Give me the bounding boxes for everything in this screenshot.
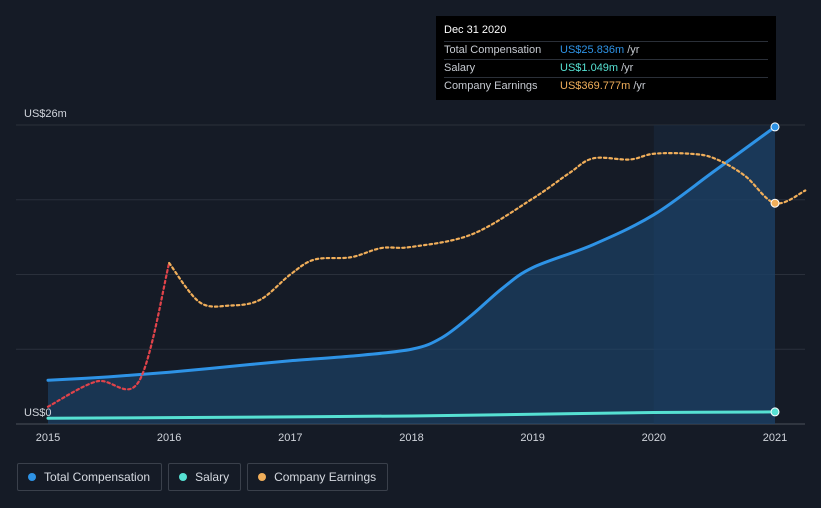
x-tick-label: 2020 (642, 432, 666, 444)
total-compensation-marker (770, 122, 780, 132)
tooltip-value: US$369.777m (560, 80, 631, 92)
total-compensation-line (46, 125, 777, 382)
dot-icon (258, 473, 267, 481)
salary-marker (770, 407, 780, 417)
tooltip-row-salary: Salary US$1.049m /yr (444, 59, 768, 77)
tooltip-row-earnings: Company Earnings US$369.777m /yr (444, 77, 768, 95)
hover-tooltip: Dec 31 2020 Total Compensation US$25.836… (436, 16, 776, 100)
x-tick-label: 2021 (763, 432, 787, 444)
legend-company-earnings[interactable]: Company Earnings (247, 463, 389, 491)
legend-label: Salary (195, 470, 230, 484)
tooltip-date: Dec 31 2020 (444, 24, 507, 36)
tooltip-unit: /yr (621, 62, 634, 74)
y-tick-top: US$26m (24, 108, 67, 120)
tooltip-row-total: Total Compensation US$25.836m /yr (444, 41, 768, 59)
tooltip-value: US$25.836m (560, 44, 625, 56)
compensation-chart: US$26m US$0 2015 2016 2017 2018 2019 2020 2021 (16, 108, 807, 444)
x-tick-label: 2016 (157, 432, 181, 444)
tooltip-label: Total Compensation (444, 44, 542, 56)
tooltip-unit: /yr (633, 80, 646, 92)
chart-legend: Total Compensation Salary Company Earnin… (17, 463, 389, 491)
total-compensation-area (48, 126, 775, 425)
company-earnings-line (168, 152, 807, 308)
legend-label: Total Compensation (44, 470, 151, 484)
x-tick-label: 2018 (399, 432, 423, 444)
company-earnings-line-low (46, 261, 171, 408)
tooltip-value: US$1.049m (560, 62, 619, 74)
x-tick-label: 2019 (520, 432, 544, 444)
legend-total-compensation[interactable]: Total Compensation (17, 463, 163, 491)
dot-icon (28, 473, 36, 481)
tooltip-label: Salary (444, 62, 476, 74)
company-earnings-marker (770, 198, 780, 208)
salary-line (46, 410, 777, 420)
x-tick-label: 2015 (36, 432, 60, 444)
legend-salary[interactable]: Salary (168, 463, 242, 491)
y-tick-bottom: US$0 (24, 407, 52, 419)
x-tick-label: 2017 (278, 432, 302, 444)
series-layer (46, 125, 807, 420)
series-end-markers (770, 122, 780, 417)
tooltip-label: Company Earnings (444, 80, 538, 92)
dot-icon (179, 473, 188, 481)
tooltip-unit: /yr (627, 44, 640, 56)
x-axis-ticks: 2015 2016 2017 2018 2019 2020 2021 (36, 432, 787, 444)
legend-label: Company Earnings (274, 470, 377, 484)
